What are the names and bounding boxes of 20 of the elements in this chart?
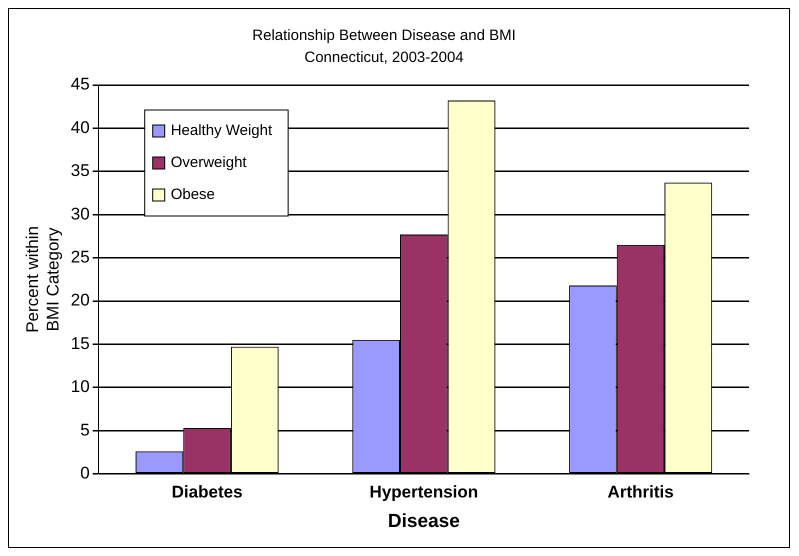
y-tick-label: 15 bbox=[70, 334, 90, 353]
y-tick-label: 10 bbox=[70, 377, 90, 396]
y-tick-label: 35 bbox=[70, 161, 90, 180]
y-tick-label: 5 bbox=[80, 420, 90, 440]
y-axis-title: Percent within BMI Category bbox=[22, 226, 62, 333]
y-tick-label: 20 bbox=[70, 290, 90, 310]
legend-label: Healthy Weight bbox=[170, 122, 273, 140]
y-tick-label: 45 bbox=[70, 74, 90, 94]
y-tick-label: 25 bbox=[70, 247, 90, 266]
y-tick-label: 30 bbox=[70, 204, 90, 224]
chart-subtitle: Connecticut, 2003-2004 bbox=[304, 49, 464, 66]
y-tick-label: 0 bbox=[80, 463, 90, 482]
legend-label: Obese bbox=[170, 186, 215, 204]
x-axis-title: Disease bbox=[388, 510, 460, 532]
x-tick-label: Diabetes bbox=[172, 482, 243, 502]
legend-label: Overweight bbox=[170, 154, 248, 172]
x-tick-label: Hypertension bbox=[370, 482, 478, 502]
chart-title: Relationship Between Disease and BMI bbox=[252, 27, 516, 44]
x-tick-label: Arthritis bbox=[608, 482, 674, 502]
y-tick-label: 40 bbox=[70, 118, 90, 137]
